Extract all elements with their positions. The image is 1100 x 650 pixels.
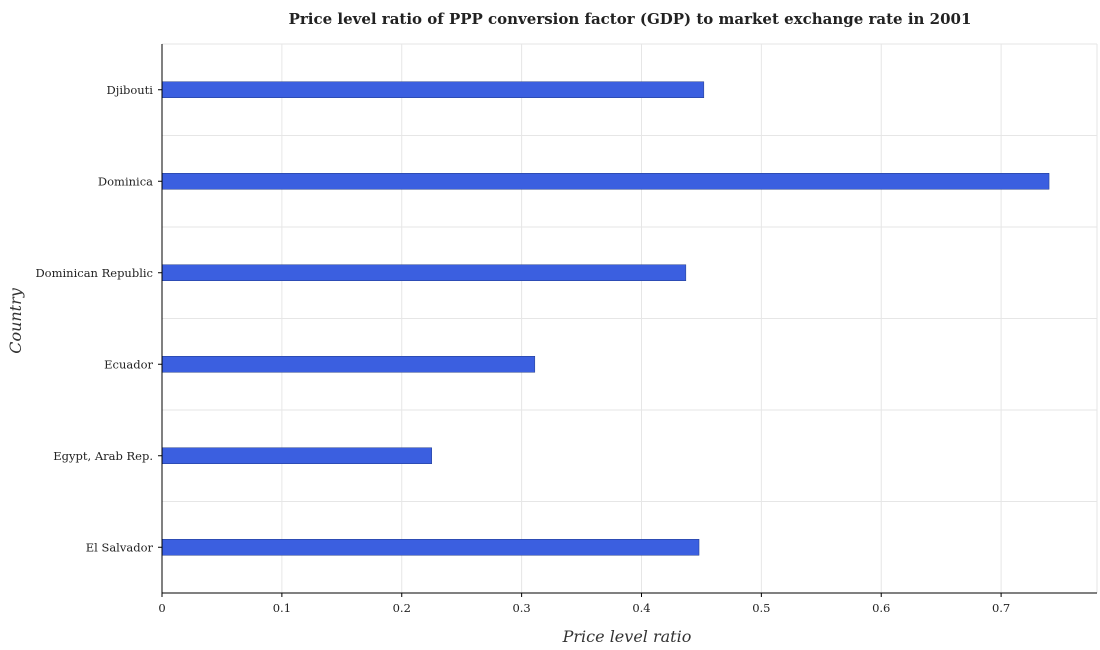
x-tick-label: 0.4 bbox=[632, 601, 650, 615]
x-tick-label: 0.6 bbox=[872, 601, 890, 615]
grid bbox=[161, 43, 1098, 594]
x-tick-label: 0.1 bbox=[273, 601, 291, 615]
y-axis-label: Country bbox=[6, 287, 25, 354]
bar bbox=[161, 173, 1050, 190]
chart-title: Price level ratio of PPP conversion fact… bbox=[289, 10, 972, 28]
y-tick-label: Ecuador bbox=[104, 357, 153, 371]
axes bbox=[158, 44, 1097, 597]
x-tick-labels: 0 0.1 0.2 0.3 0.4 0.5 0.6 0.7 bbox=[158, 601, 1010, 615]
y-tick-label: Dominica bbox=[98, 174, 153, 188]
x-tick-label: 0.7 bbox=[992, 601, 1010, 615]
y-tick-label: Dominican Republic bbox=[35, 266, 153, 280]
bar bbox=[161, 539, 700, 556]
y-tick-label: Egypt, Arab Rep. bbox=[53, 449, 153, 463]
x-axis-label: Price level ratio bbox=[562, 627, 692, 646]
x-tick-label: 0.2 bbox=[393, 601, 411, 615]
bars bbox=[161, 81, 1050, 556]
bar bbox=[161, 264, 687, 281]
bar bbox=[161, 356, 536, 373]
bar bbox=[161, 447, 432, 464]
x-tick-label: 0 bbox=[158, 601, 165, 615]
x-tick-label: 0.3 bbox=[512, 601, 530, 615]
y-tick-label: Djibouti bbox=[107, 83, 154, 97]
x-tick-label: 0.5 bbox=[752, 601, 770, 615]
y-tick-labels: Djibouti Dominica Dominican Republic Ecuado… bbox=[35, 83, 153, 555]
bar bbox=[161, 81, 705, 98]
y-tick-label: El Salvador bbox=[86, 540, 154, 554]
